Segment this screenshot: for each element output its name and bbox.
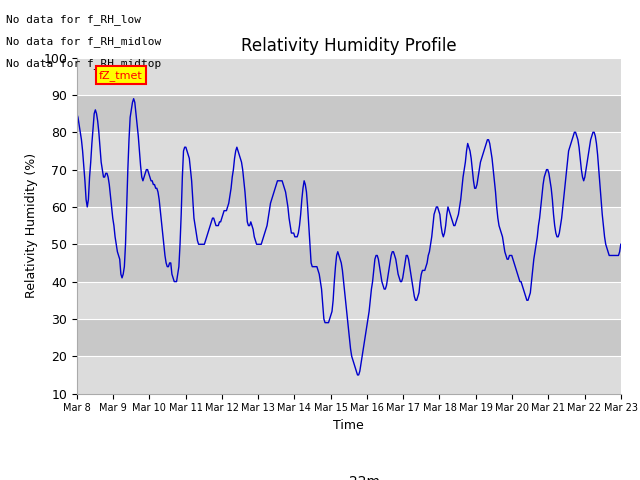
Text: No data for f_RH_midlow: No data for f_RH_midlow: [6, 36, 162, 47]
Bar: [77, 132, 621, 169]
Text: No data for f_RH_midtop: No data for f_RH_midtop: [6, 58, 162, 69]
Bar: [77, 207, 621, 244]
Legend: 22m: 22m: [312, 469, 386, 480]
Text: fZ_tmet: fZ_tmet: [99, 70, 143, 81]
Bar: [77, 282, 621, 319]
Bar: [77, 244, 621, 282]
Text: No data for f_RH_low: No data for f_RH_low: [6, 14, 141, 25]
Bar: [77, 319, 621, 356]
Bar: [77, 356, 621, 394]
Y-axis label: Relativity Humidity (%): Relativity Humidity (%): [25, 153, 38, 298]
Title: Relativity Humidity Profile: Relativity Humidity Profile: [241, 36, 456, 55]
Bar: [77, 95, 621, 132]
Bar: [77, 169, 621, 207]
X-axis label: Time: Time: [333, 419, 364, 432]
Bar: [77, 58, 621, 95]
